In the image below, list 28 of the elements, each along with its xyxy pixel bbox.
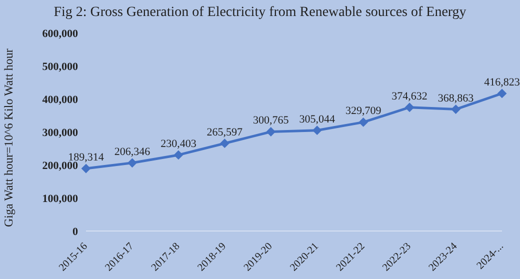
data-label: 230,403 [160,138,197,150]
data-label: 329,709 [345,105,382,118]
point [405,102,414,112]
point [82,164,90,174]
y-tick-label: 400,000 [42,94,78,106]
point [358,118,368,127]
y-tick-label: 600,000 [42,28,78,40]
data-label: 300,765 [253,114,290,127]
data-label: 416,823 [484,76,520,88]
chart-title: Fig 2: Gross Generation of Electricity from Renewable sources of Energy [52,4,468,22]
point [128,158,137,168]
data-label: 265,597 [206,126,244,138]
y-tick-label: 300,000 [42,126,78,139]
point [451,104,460,114]
point [312,126,322,135]
y-tick-label: 200,000 [42,160,78,172]
point [266,127,276,136]
point [220,138,230,148]
y-axis-title: Giga Watt hour=10^6 Kilo Watt hour [1,48,16,227]
y-tick-label: 100,000 [42,192,78,205]
data-label: 368,863 [438,92,474,104]
data-label: 374,632 [392,90,428,102]
y-tick-label: 500,000 [42,60,78,73]
data-label: 206,346 [114,146,151,158]
point [174,150,183,160]
y-tick-label: 0 [72,226,78,238]
point [498,88,506,98]
data-label: 305,044 [299,113,336,126]
